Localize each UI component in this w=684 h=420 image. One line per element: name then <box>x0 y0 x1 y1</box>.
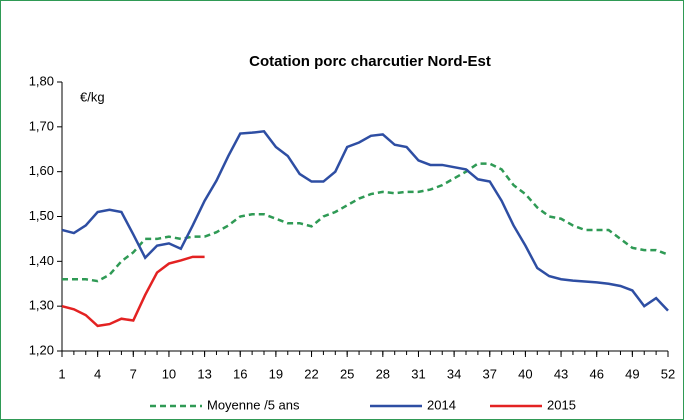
x-tick-label: 16 <box>233 366 247 381</box>
x-tick-label: 46 <box>589 366 603 381</box>
x-tick-label: 52 <box>661 366 675 381</box>
x-tick-label: 40 <box>518 366 532 381</box>
legend-label: 2014 <box>427 397 456 412</box>
x-tick-label: 1 <box>58 366 65 381</box>
legend-label: Moyenne /5 ans <box>207 397 300 412</box>
y-tick-label: 1,40 <box>29 253 54 268</box>
x-tick-label: 49 <box>625 366 639 381</box>
x-tick-label: 25 <box>340 366 354 381</box>
x-tick-label: 37 <box>483 366 497 381</box>
y-tick-label: 1,20 <box>29 342 54 357</box>
y-unit: €/kg <box>80 89 105 104</box>
x-tick-label: 13 <box>197 366 211 381</box>
y-tick-label: 1,60 <box>29 163 54 178</box>
y-tick-label: 1,70 <box>29 118 54 133</box>
y-tick-label: 1,80 <box>29 73 54 88</box>
x-tick-label: 22 <box>304 366 318 381</box>
series-line <box>61 255 205 328</box>
x-tick-label: 4 <box>94 366 101 381</box>
y-tick-label: 1,30 <box>29 298 54 313</box>
x-tick-label: 43 <box>554 366 568 381</box>
chart-title: Cotation porc charcutier Nord-Est <box>249 53 491 70</box>
x-tick-label: 31 <box>411 366 425 381</box>
series-line <box>61 129 669 312</box>
x-tick-label: 10 <box>162 366 176 381</box>
legend-label: 2015 <box>547 397 576 412</box>
x-tick-label: 7 <box>130 366 137 381</box>
x-tick-label: 19 <box>269 366 283 381</box>
y-tick-label: 1,50 <box>29 208 54 223</box>
x-tick-label: 28 <box>376 366 390 381</box>
x-tick-label: 34 <box>447 366 461 381</box>
